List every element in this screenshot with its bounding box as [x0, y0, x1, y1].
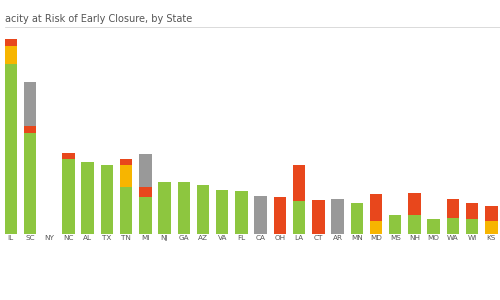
Bar [389, 215, 402, 234]
Bar [197, 185, 209, 234]
Bar [446, 218, 459, 234]
Bar [62, 159, 74, 234]
Bar [139, 187, 151, 197]
Bar [370, 194, 382, 221]
Bar [428, 219, 440, 234]
Bar [370, 221, 382, 234]
Bar [293, 164, 306, 202]
Bar [485, 221, 498, 234]
Bar [235, 191, 248, 234]
Bar [466, 219, 478, 234]
Bar [82, 161, 94, 234]
Bar [293, 202, 306, 234]
Bar [216, 190, 228, 234]
Bar [466, 203, 478, 219]
Text: acity at Risk of Early Closure, by State: acity at Risk of Early Closure, by State [5, 14, 192, 23]
Bar [62, 153, 74, 159]
Bar [139, 197, 151, 234]
Bar [4, 64, 17, 234]
Bar [485, 206, 498, 221]
Bar [120, 164, 132, 187]
Bar [100, 164, 113, 234]
Bar [120, 159, 132, 164]
Bar [24, 126, 36, 134]
Bar [254, 196, 267, 234]
Bar [4, 39, 17, 46]
Bar [120, 187, 132, 234]
Bar [158, 182, 171, 234]
Bar [350, 203, 363, 234]
Bar [408, 215, 420, 234]
Bar [312, 200, 324, 234]
Bar [24, 134, 36, 234]
Bar [332, 199, 344, 234]
Bar [4, 46, 17, 64]
Bar [274, 197, 286, 234]
Bar [24, 82, 36, 126]
Bar [408, 193, 420, 215]
Bar [178, 182, 190, 234]
Bar [139, 154, 151, 187]
Bar [446, 199, 459, 218]
